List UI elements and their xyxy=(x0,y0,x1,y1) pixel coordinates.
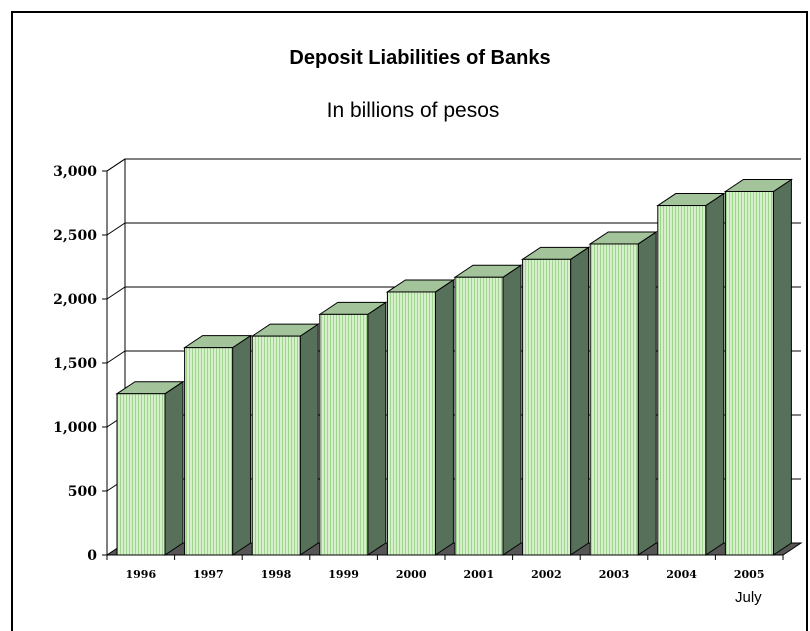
bar-2000 xyxy=(385,279,456,556)
bar-front xyxy=(454,276,504,556)
bar-front xyxy=(386,291,436,556)
bar-side xyxy=(367,301,387,556)
bar-front xyxy=(184,347,234,556)
bar-side xyxy=(502,264,522,556)
y-tick-label: 2,000 xyxy=(53,292,97,308)
x-tick-label: 1996 xyxy=(125,568,156,581)
x-tick-label: 2000 xyxy=(396,568,427,581)
bar-2004 xyxy=(656,192,726,556)
x-tick-label: 2002 xyxy=(531,568,562,581)
bar-front xyxy=(724,190,774,556)
x-tick-label: 1999 xyxy=(328,568,359,581)
bar-front xyxy=(116,393,166,556)
bar-2001 xyxy=(453,264,523,556)
bar-front xyxy=(319,313,369,556)
y-tick-label: 3,000 xyxy=(53,164,97,180)
y-tick-label: 500 xyxy=(68,484,97,500)
y-tick-label: 2,500 xyxy=(53,228,97,244)
chart-subtitle: In billions of pesos xyxy=(326,99,500,122)
bar-side xyxy=(705,192,725,556)
bar-front xyxy=(251,335,301,556)
bar-side xyxy=(570,246,590,556)
bar-side xyxy=(637,231,657,556)
bar-side xyxy=(772,178,792,556)
bar-2005 xyxy=(723,178,794,556)
x-axis-note: July xyxy=(735,589,762,606)
bar-1997 xyxy=(182,334,253,556)
bar-front xyxy=(657,205,707,556)
bar-front xyxy=(522,258,572,556)
bar-1996 xyxy=(115,380,185,556)
bar-front xyxy=(589,243,639,556)
chart-frame xyxy=(11,11,808,631)
bar-side xyxy=(434,279,454,556)
x-tick-label: 1997 xyxy=(193,568,224,581)
bar-2002 xyxy=(520,246,591,556)
gridline xyxy=(106,222,801,236)
bar-1999 xyxy=(318,301,388,556)
y-tick-label: 0 xyxy=(87,548,97,564)
bars xyxy=(115,178,794,556)
bar-side xyxy=(164,380,184,556)
bar-side xyxy=(299,323,319,556)
x-axis: 1996 1997 1998 1999 2000 2001 2002 2003 2004 2005 xyxy=(106,554,784,581)
gridline xyxy=(106,158,801,172)
x-tick-label: 2004 xyxy=(666,568,697,581)
bar-1998 xyxy=(250,323,320,556)
y-tick-label: 1,000 xyxy=(53,420,97,436)
chart-title: Deposit Liabilities of Banks xyxy=(289,47,551,69)
y-axis: 0 500 1,000 1,500 2,000 2,500 3,000 xyxy=(53,164,107,564)
x-tick-label: 2003 xyxy=(599,568,630,581)
bar-side xyxy=(232,334,252,556)
x-tick-label: 1998 xyxy=(261,568,292,581)
x-tick-label: 2001 xyxy=(463,568,494,581)
y-tick-label: 1,500 xyxy=(53,356,97,372)
x-tick-label: 2005 xyxy=(734,568,765,581)
bar-2003 xyxy=(588,231,658,556)
